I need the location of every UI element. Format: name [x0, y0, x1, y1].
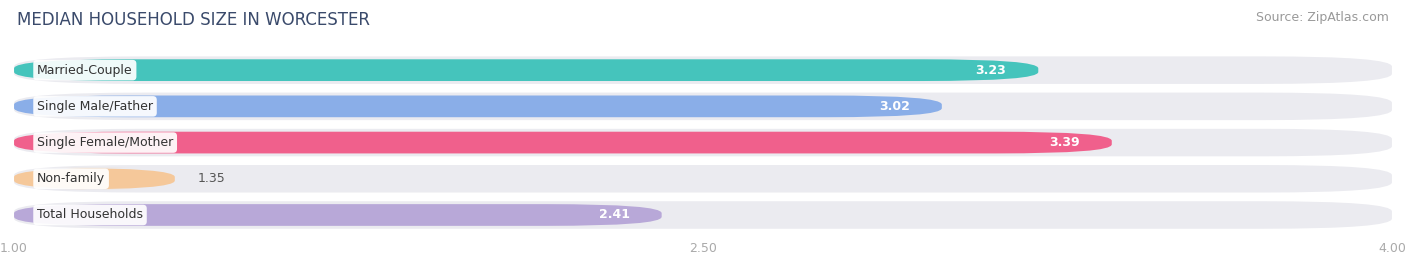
Text: Non-family: Non-family — [37, 172, 105, 185]
Text: Source: ZipAtlas.com: Source: ZipAtlas.com — [1256, 11, 1389, 24]
Text: 3.23: 3.23 — [976, 64, 1007, 77]
Text: MEDIAN HOUSEHOLD SIZE IN WORCESTER: MEDIAN HOUSEHOLD SIZE IN WORCESTER — [17, 11, 370, 29]
FancyBboxPatch shape — [14, 165, 1392, 193]
FancyBboxPatch shape — [14, 93, 1392, 120]
FancyBboxPatch shape — [14, 95, 942, 117]
FancyBboxPatch shape — [14, 201, 1392, 229]
Text: Total Households: Total Households — [37, 208, 143, 221]
Text: 3.02: 3.02 — [879, 100, 910, 113]
Text: Single Male/Father: Single Male/Father — [37, 100, 153, 113]
FancyBboxPatch shape — [14, 129, 1392, 156]
FancyBboxPatch shape — [14, 204, 662, 226]
FancyBboxPatch shape — [14, 168, 174, 190]
Text: Single Female/Mother: Single Female/Mother — [37, 136, 173, 149]
FancyBboxPatch shape — [14, 132, 1112, 153]
FancyBboxPatch shape — [14, 59, 1038, 81]
Text: 2.41: 2.41 — [599, 208, 630, 221]
Text: 3.39: 3.39 — [1049, 136, 1080, 149]
FancyBboxPatch shape — [14, 56, 1392, 84]
Text: Married-Couple: Married-Couple — [37, 64, 132, 77]
Text: 1.35: 1.35 — [198, 172, 225, 185]
